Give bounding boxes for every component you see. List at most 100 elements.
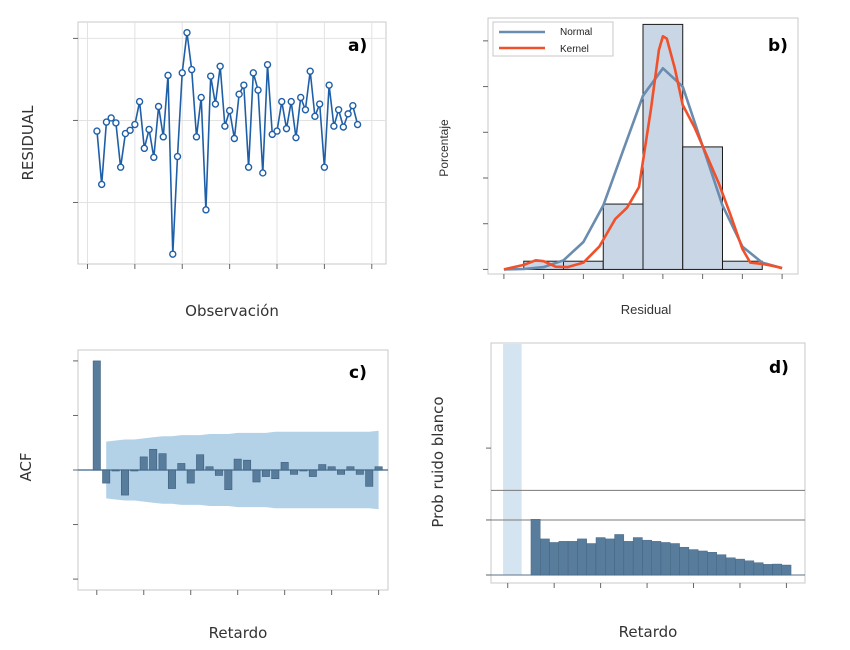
panel-b-bars (523, 23, 763, 270)
panel-d-prob-bar (651, 541, 662, 576)
panel-a-point (320, 163, 329, 171)
panel-d-prob-bar (753, 562, 764, 576)
panel-c-acf-bar (224, 469, 233, 490)
panel-c-acf-bar (327, 466, 336, 471)
panel-d-prob-bar (605, 538, 615, 576)
panel-d-ticks (486, 447, 787, 588)
panel-d-prob-bar (688, 549, 699, 576)
panel-a-y-axis-label: RESIDUAL (19, 105, 37, 181)
panel-b-x-axis-label: Residual (621, 302, 672, 317)
panel-a-point (178, 69, 186, 77)
panel-a-point (249, 69, 258, 77)
panel-a-point (292, 133, 300, 142)
panel-a-marks (93, 28, 362, 258)
panel-a-point (311, 112, 319, 121)
panel-b-tag: b) (768, 36, 788, 56)
panel-a-point (216, 62, 224, 70)
panel-d-prob-bar (567, 541, 578, 576)
panel-c-bars (92, 360, 383, 496)
panel-c-acf-bar (346, 466, 355, 471)
panel-d-prob-bar (670, 543, 680, 576)
panel-d-prob-bar (781, 564, 792, 576)
panel-d-prob-bar (679, 546, 690, 576)
panel-c-confidence-band (78, 430, 388, 510)
panel-c-acf-bar (374, 466, 383, 471)
panel-c: c) Retardo ACF (17, 349, 389, 642)
panel-c-acf-bar (337, 469, 345, 475)
panel-d-prob-bar (632, 537, 643, 576)
panel-b: Normal Kernel b) Residual Porcentaje (437, 17, 799, 317)
panel-c-acf-bar (92, 360, 101, 471)
panel-d-prob-bar (642, 539, 652, 576)
panel-c-acf-bar (102, 469, 111, 484)
panel-c-acf-bar (271, 469, 280, 480)
panel-d-prob-bar (716, 554, 727, 576)
panel-b-histogram-bar (602, 203, 644, 270)
panel-a-point (202, 206, 210, 214)
panel-d-bars (530, 519, 792, 576)
panel-d-prob-bar (586, 543, 597, 576)
panel-a-point (169, 250, 177, 258)
panel-a-point (173, 152, 182, 161)
panel-a-x-axis-label: Observación (185, 302, 279, 320)
panel-a-point (339, 123, 348, 131)
panel-a-plot-area (77, 21, 387, 265)
panel-a-ticks (73, 37, 373, 269)
panel-a-point (287, 97, 295, 106)
panel-a-point (112, 119, 120, 127)
panel-a-point (183, 28, 191, 37)
panel-d-prob-bar (744, 560, 755, 576)
panel-a-point (107, 114, 115, 122)
panel-a-point (301, 106, 310, 114)
panel-c-acf-bar (111, 469, 120, 472)
panel-d-prob-bar (735, 558, 745, 576)
panel-c-acf-bar (290, 469, 299, 475)
panel-a-point (315, 100, 324, 108)
panel-c-acf-bar (308, 469, 317, 477)
panel-d-prob-bar (623, 541, 634, 576)
panel-a-point (159, 133, 167, 141)
panel-a-point (145, 125, 153, 134)
panel-d-x-axis-label: Retardo (619, 623, 678, 641)
panel-d-prob-bar (772, 563, 782, 576)
panel-a-point (150, 153, 158, 162)
panel-c-y-axis-label: ACF (17, 452, 35, 481)
panel-c-acf-bar (252, 469, 261, 483)
panel-a-point (254, 86, 262, 94)
panel-d-prob-bar (707, 552, 717, 576)
panel-d-prob-bar (595, 537, 606, 576)
panel-b-histogram-bar (642, 23, 684, 270)
panel-a-point (154, 102, 163, 111)
panel-a-point (334, 106, 343, 114)
panel-d-prob-bar (549, 542, 560, 576)
panel-c-acf-bar (167, 469, 176, 489)
panel-a-point (306, 67, 314, 75)
panel-c-acf-bar (196, 454, 205, 471)
panel-a-point (282, 124, 291, 133)
panel-a-point (188, 65, 196, 74)
panel-a-point (225, 106, 234, 115)
panel-a-point (230, 134, 239, 143)
panel-c-acf-bar (261, 469, 270, 477)
panel-c-acf-bar (243, 459, 252, 471)
panel-a-point (235, 90, 243, 98)
panel-a-point (102, 118, 111, 126)
panel-d: d) Retardo Prob ruido blanco (429, 342, 806, 641)
panel-a-point (93, 127, 101, 135)
panel-b-y-axis-label: Porcentaje (437, 119, 451, 177)
panel-a-series-line (96, 32, 359, 255)
panel-c-acf-bar (214, 469, 223, 476)
panel-c-acf-bar (280, 462, 289, 471)
panel-a-point (116, 163, 125, 171)
panel-c-acf-bar (139, 456, 148, 471)
panel-a-tag: a) (348, 36, 367, 56)
panel-a-point (140, 144, 149, 153)
panel-c-acf-bar (233, 458, 242, 471)
panel-a-point (131, 120, 139, 129)
panel-a-point (330, 122, 338, 130)
panel-c-acf-bar (205, 466, 214, 471)
legend-label-normal: Normal (560, 27, 592, 38)
panel-a-point (97, 180, 106, 189)
panel-d-tag: d) (769, 358, 789, 378)
